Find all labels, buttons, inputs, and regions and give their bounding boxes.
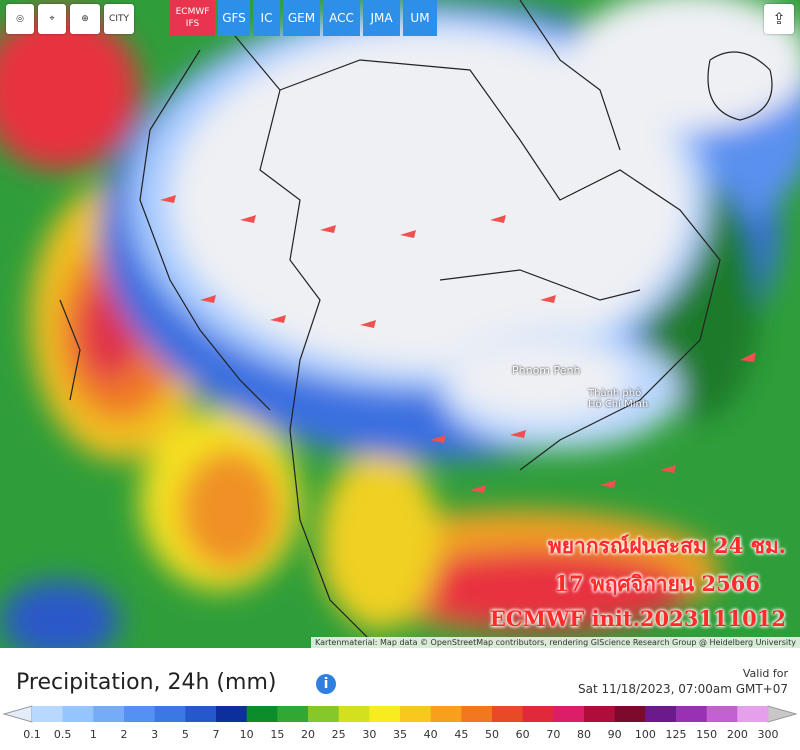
scale-label: 35	[393, 728, 407, 741]
scale-label: 0.5	[54, 728, 72, 741]
scale-label: 20	[301, 728, 315, 741]
attribution: Kartenmaterial: Map data © OpenStreetMap…	[310, 637, 800, 648]
scale-label: 200	[727, 728, 748, 741]
city-toggle[interactable]: CITY	[104, 4, 134, 34]
scale-label: 125	[666, 728, 687, 741]
scale-label: 80	[577, 728, 591, 741]
scale-label: 100	[635, 728, 656, 741]
info-button[interactable]: i	[316, 674, 336, 694]
scale-cell	[492, 706, 524, 722]
scale-cell	[32, 706, 64, 722]
scale-label: 50	[485, 728, 499, 741]
scale-cell	[62, 706, 94, 722]
scale-cell	[154, 706, 186, 722]
scale-cell	[706, 706, 738, 722]
scale-arrow	[2, 705, 33, 723]
scale-cell	[124, 706, 156, 722]
scale-cell	[522, 706, 554, 722]
scale-cell	[185, 706, 217, 722]
scale-label: 5	[182, 728, 189, 741]
place-label: Phnom Penh	[512, 364, 581, 377]
scale-label: 15	[270, 728, 284, 741]
scale-cell	[430, 706, 462, 722]
scale-cell	[338, 706, 370, 722]
scale-cell	[553, 706, 585, 722]
model-button[interactable]: ECMWF IFS	[170, 0, 215, 36]
scale-label: 1	[90, 728, 97, 741]
overlay-text: ECMWF init.2023111012	[489, 606, 786, 631]
locate-button[interactable]: ◎	[6, 4, 34, 34]
scale-cell	[216, 706, 248, 722]
scale-label: 10	[240, 728, 254, 741]
place-label: Thành phố Hồ Chí Minh	[588, 388, 649, 410]
scale-label: 60	[516, 728, 530, 741]
scale-label: 30	[362, 728, 376, 741]
model-button[interactable]: GFS	[218, 0, 250, 36]
share-button[interactable]: ⇪	[764, 4, 794, 34]
scale-label: 300	[758, 728, 779, 741]
legend-title: Precipitation, 24h (mm)	[16, 670, 277, 695]
color-scale: 0.1 0.5 1 2 3 5 7 10 15 20 25 30 35 40 45 50 60 70 80 90 100…	[2, 705, 798, 741]
overlay-text: 17 พฤศจิกายน 2566	[554, 571, 760, 596]
scale-cell	[645, 706, 677, 722]
scale-label: 25	[332, 728, 346, 741]
scale-label: 0.1	[23, 728, 41, 741]
model-button[interactable]: ACC	[323, 0, 360, 36]
model-button[interactable]: GEM	[283, 0, 320, 36]
map-layer	[0, 0, 800, 648]
scale-label: 3	[151, 728, 158, 741]
scale-label: 150	[696, 728, 717, 741]
scale-label: 90	[608, 728, 622, 741]
scale-cell	[308, 706, 340, 722]
scale-cell	[93, 706, 125, 722]
scale-cell	[369, 706, 401, 722]
zoom-button[interactable]: ⊕	[70, 4, 100, 34]
pin-button[interactable]: ⌖	[38, 4, 66, 34]
scale-cell	[737, 706, 769, 722]
overlay-text: พยากรณ์ฝนสะสม 24 ชม.	[547, 533, 786, 558]
scale-cell	[614, 706, 646, 722]
model-button[interactable]: JMA	[363, 0, 400, 36]
scale-cell	[461, 706, 493, 722]
scale-cell	[584, 706, 616, 722]
scale-cell	[400, 706, 432, 722]
scale-label: 40	[424, 728, 438, 741]
map[interactable]: ◎ ⌖ ⊕ CITY ECMWF IFS GFS IC GEM ACC JMA …	[0, 0, 800, 648]
scale-cell	[277, 706, 309, 722]
model-button[interactable]: IC	[253, 0, 280, 36]
valid-label: Valid for	[742, 667, 788, 680]
scale-label: 2	[121, 728, 128, 741]
scale-label: 7	[213, 728, 220, 741]
scale-arrow	[767, 705, 798, 723]
valid-time: Sat 11/18/2023, 07:00am GMT+07	[577, 682, 788, 696]
scale-cell	[246, 706, 278, 722]
model-button[interactable]: UM	[403, 0, 437, 36]
scale-label: 70	[546, 728, 560, 741]
scale-cell	[676, 706, 708, 722]
scale-label: 45	[454, 728, 468, 741]
